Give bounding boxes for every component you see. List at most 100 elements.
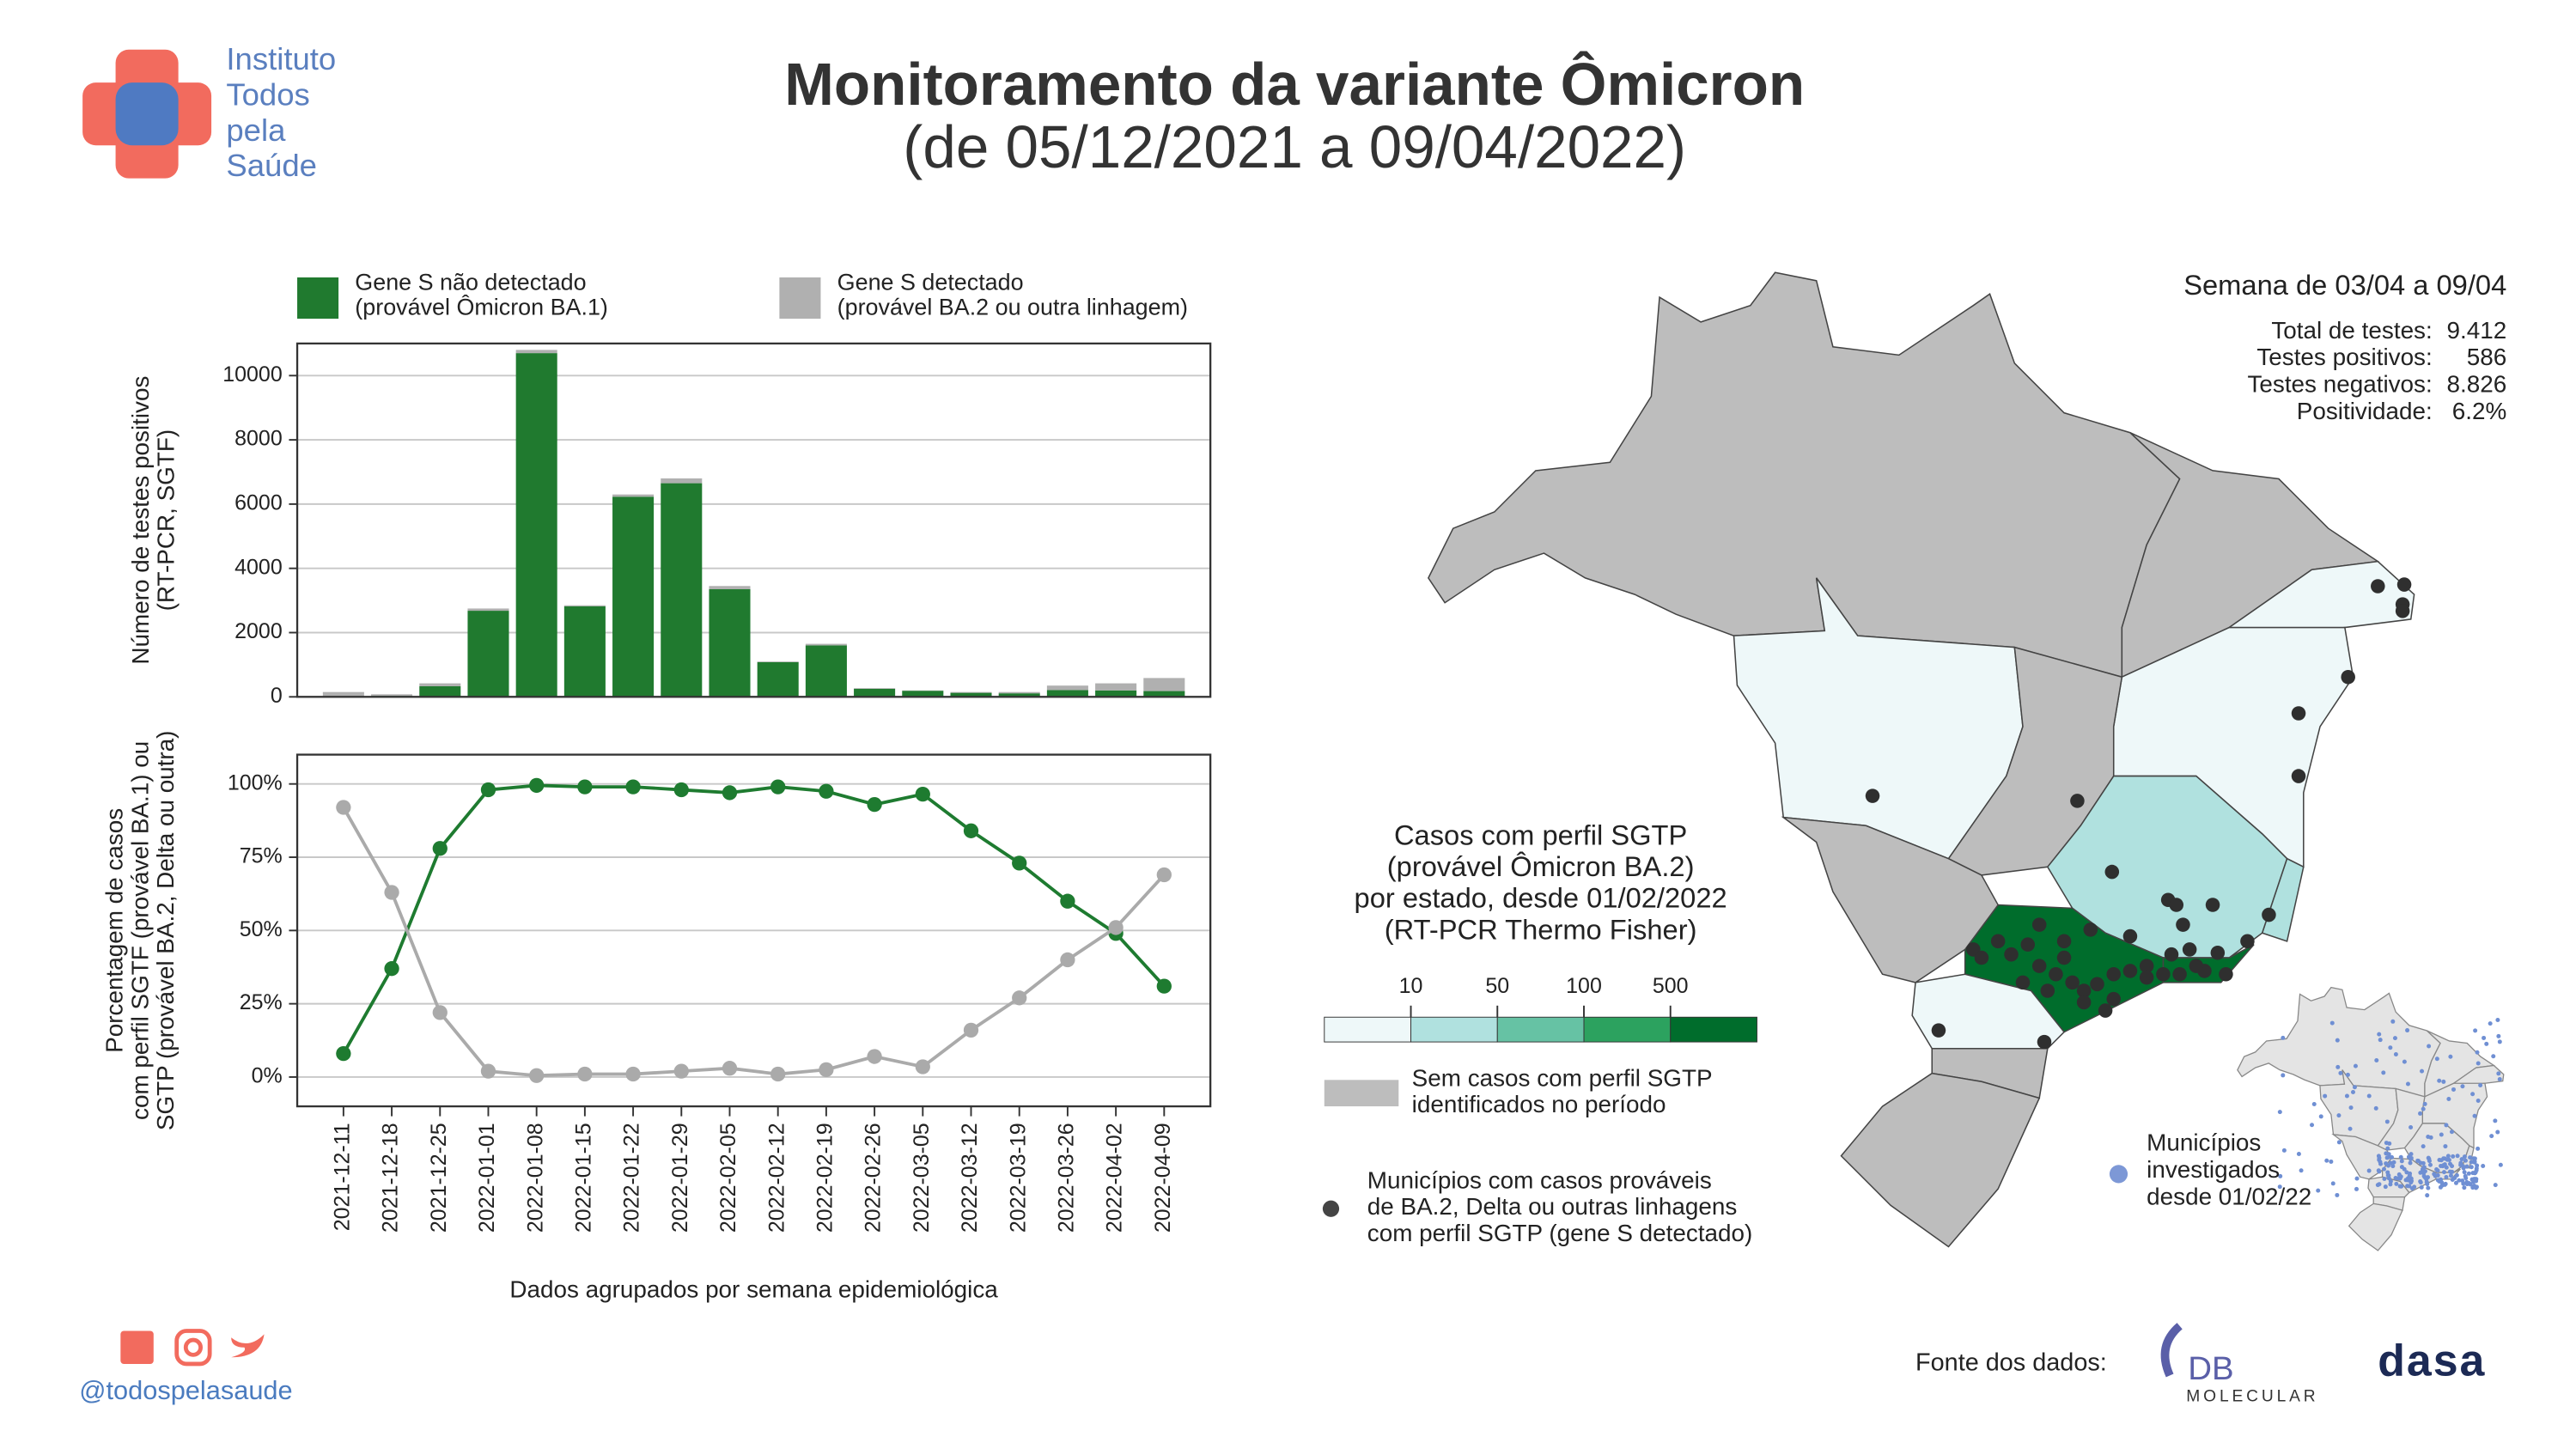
inset-dot	[2495, 1017, 2500, 1022]
y-tick-label: 0%	[252, 1064, 283, 1088]
y-axis-label: Porcentagem de casoscom perfil SGTF (pro…	[101, 731, 180, 1131]
inset-dot	[2439, 1132, 2444, 1137]
inset-legend-marker	[2109, 1165, 2128, 1184]
inset-dot	[2374, 1058, 2379, 1063]
inset-dot	[2399, 1184, 2404, 1189]
point	[1060, 893, 1075, 909]
inset-dot	[2281, 1148, 2287, 1153]
week-label: Semana de 03/04 a 09/04	[2183, 269, 2506, 301]
x-tick-label: 2022-01-15	[571, 1123, 595, 1233]
inset-dot	[2366, 1093, 2372, 1099]
municipality-dot	[2156, 967, 2171, 982]
inset-dot	[2448, 1173, 2453, 1178]
bar-segment	[854, 688, 896, 697]
state	[1781, 816, 2000, 983]
x-tick-label: 2022-01-29	[668, 1123, 692, 1233]
title: Monitoramento da variante Ômicron	[784, 51, 1805, 118]
legend-swatch	[297, 277, 339, 320]
scale-swatch	[1496, 1016, 1585, 1043]
legend-label: Gene S não detectado (provável Ômicron BA…	[355, 270, 608, 320]
scale-swatch	[1324, 1016, 1412, 1043]
inset-dot	[2489, 1134, 2494, 1139]
inset-dot	[2382, 1176, 2387, 1181]
inset-dots	[2277, 1017, 2503, 1198]
point	[915, 1059, 930, 1075]
x-tick-label: 2022-03-26	[1055, 1123, 1079, 1233]
inset-dot	[2352, 1085, 2357, 1090]
x-tick-label: 2022-02-05	[716, 1123, 740, 1233]
inset-dot	[2409, 1124, 2414, 1129]
inset-dot	[2338, 1070, 2343, 1075]
inset-dot	[2421, 1166, 2426, 1172]
subtitle: (de 05/12/2021 a 09/04/2022)	[903, 113, 1686, 180]
inset-dot	[2462, 1185, 2467, 1190]
point	[673, 1063, 689, 1079]
inset-dot	[2445, 1157, 2450, 1162]
inset-dot	[2478, 1082, 2483, 1087]
municipality-dot	[2122, 928, 2138, 944]
inset-dot	[2382, 1166, 2387, 1172]
inset-dot	[2476, 1099, 2481, 1104]
inset-dot	[2310, 1123, 2315, 1128]
point	[625, 779, 641, 795]
y-tick-label: 2000	[234, 619, 283, 643]
inset-dot	[2493, 1183, 2498, 1188]
state	[1911, 973, 2066, 1050]
point	[384, 961, 399, 977]
inset-dot	[2420, 1068, 2425, 1074]
inset-dot	[2402, 1059, 2407, 1064]
municipality-dot	[2371, 579, 2385, 594]
db-logo-sub: MOLECULAR	[2186, 1387, 2318, 1405]
inset-dot	[2462, 1154, 2467, 1160]
inset-dot	[2377, 1032, 2382, 1037]
point	[384, 885, 399, 900]
municipality-dot	[2020, 937, 2036, 952]
municipality-dot	[2139, 970, 2154, 985]
inset-dot	[2496, 1033, 2501, 1038]
bar-segment	[1143, 691, 1185, 697]
inset-dot	[2318, 1114, 2323, 1119]
inset-map	[2237, 986, 2505, 1251]
inset-dot	[2392, 1036, 2397, 1041]
inset-dot	[2474, 1185, 2479, 1190]
inset-dot	[2394, 1181, 2399, 1186]
plot-frame	[295, 753, 1212, 1108]
x-tick-label: 2021-12-11	[330, 1123, 354, 1231]
point	[336, 1045, 351, 1062]
point	[770, 779, 786, 795]
scale-tick-label: 10	[1399, 974, 1423, 998]
point	[336, 800, 351, 815]
inset-dot	[2476, 1146, 2481, 1151]
inset-dot	[2462, 1170, 2467, 1175]
municipality-dot	[2122, 964, 2138, 978]
inset-dot	[2378, 1160, 2383, 1165]
inset-dot	[2427, 1044, 2432, 1049]
inset-dot	[2366, 1168, 2372, 1173]
point	[432, 841, 448, 856]
x-tick-label: 2022-03-05	[910, 1123, 934, 1233]
municipality-dot	[2205, 898, 2220, 912]
inset-dot	[2418, 1178, 2423, 1184]
scale-tick-label: 50	[1485, 974, 1509, 998]
x-tick-label: 2021-12-25	[427, 1123, 451, 1233]
inset-dot	[2399, 1159, 2404, 1164]
inset-dot	[2457, 1178, 2462, 1183]
inset-dot	[2376, 1154, 2381, 1159]
inset-dot	[2427, 1162, 2433, 1167]
municipality-dot	[1865, 788, 1880, 803]
scale-tick-label: 100	[1566, 974, 1602, 998]
inset-dot	[2335, 1064, 2341, 1069]
point	[480, 782, 496, 798]
inset-dot	[2469, 1177, 2475, 1182]
point	[867, 796, 882, 813]
bar-segment	[709, 589, 751, 697]
x-tick-label: 2022-04-09	[1151, 1123, 1175, 1233]
inset-dot	[2354, 1186, 2359, 1191]
inset-dot	[2463, 1158, 2468, 1163]
bar-segment	[709, 586, 751, 590]
inset-dot	[2484, 1041, 2489, 1046]
point	[1156, 978, 1172, 994]
x-tick-label: 2022-01-01	[475, 1123, 499, 1233]
inset-dot	[2393, 1051, 2398, 1056]
point	[529, 1068, 545, 1083]
